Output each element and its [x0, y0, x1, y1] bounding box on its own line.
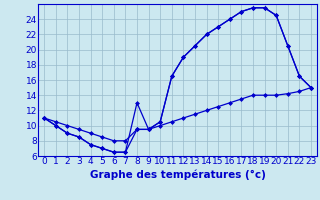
- X-axis label: Graphe des températures (°c): Graphe des températures (°c): [90, 169, 266, 180]
